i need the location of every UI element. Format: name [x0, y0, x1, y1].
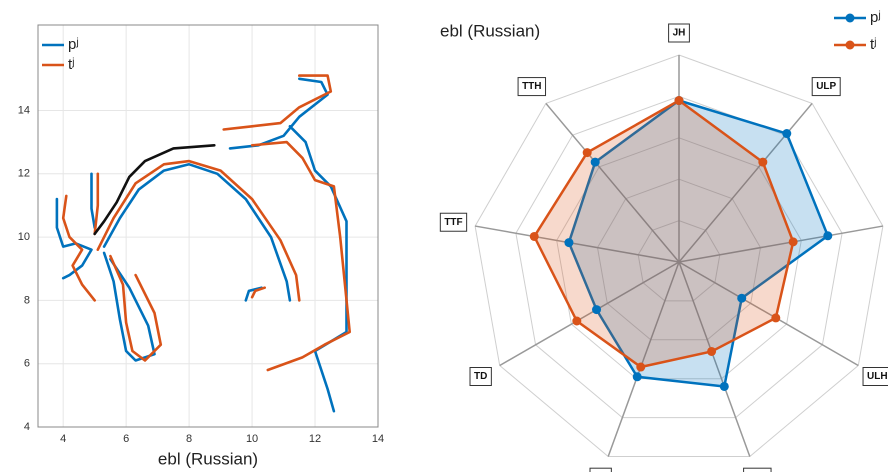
y-tick-label: 12 [18, 168, 30, 180]
series-point [737, 293, 747, 303]
y-tick-label: 14 [18, 104, 30, 116]
legend-label: tʲ [870, 36, 877, 53]
spoke [678, 261, 859, 367]
spoke [607, 261, 680, 457]
label-frame [517, 77, 547, 97]
axis-label: TTF [444, 217, 462, 228]
series-point [788, 237, 798, 247]
series-point [632, 372, 642, 382]
axis-label: ULP [816, 81, 836, 92]
spoke [678, 261, 751, 457]
series-point [674, 96, 684, 106]
series-point [719, 381, 729, 391]
x-tick-label: 4 [60, 433, 66, 445]
series-point [782, 129, 792, 139]
axis-label: JH [673, 28, 686, 39]
series-point [529, 231, 539, 241]
y-tick-label: 6 [24, 358, 30, 370]
legend-label: tʲ [68, 56, 75, 73]
axis-label: TTH [522, 81, 541, 92]
x-tick-label: 12 [309, 433, 321, 445]
label-frame [439, 212, 468, 232]
grid-ring [515, 95, 843, 419]
spoke [678, 102, 813, 263]
series-point [582, 148, 592, 158]
legend-marker [845, 40, 855, 50]
spoke [545, 102, 680, 263]
axis-label-box: LLH [743, 467, 772, 472]
series-area [567, 99, 830, 388]
spoke [475, 225, 680, 263]
label-frame [862, 367, 888, 386]
spoke [678, 225, 883, 263]
axis-label-box: TTF [439, 212, 468, 232]
x-tick-label: 8 [186, 433, 192, 445]
axis-label-box: TB [589, 467, 612, 472]
y-tick-label: 10 [18, 231, 30, 243]
series-point [707, 346, 717, 356]
series-point [572, 316, 582, 326]
y-tick-label: 8 [24, 294, 30, 306]
x-tick-label: 14 [372, 433, 384, 445]
label-frame [469, 367, 492, 386]
x-tick-label: 6 [123, 433, 129, 445]
label-frame [743, 467, 772, 472]
axis-label-box: TD [469, 367, 492, 386]
series-area [532, 99, 795, 369]
series-point [590, 157, 600, 167]
plot-frame [37, 24, 379, 428]
label-frame [589, 467, 612, 472]
series-point [564, 238, 574, 248]
grid-ring [556, 137, 802, 380]
axis-label-box: ULP [811, 77, 841, 97]
axis-label-box: TTH [517, 77, 547, 97]
grid-ring [596, 178, 762, 341]
label-frame [811, 77, 841, 97]
y-tick-label: 4 [24, 421, 30, 433]
x-axis-label: ebl (Russian) [158, 449, 258, 468]
contour-line [55, 77, 348, 413]
x-tick-label: 10 [246, 433, 258, 445]
spoke [499, 261, 680, 367]
chart-title: ebl (Russian) [440, 21, 540, 40]
legend-label: pʲ [870, 9, 881, 26]
axis-label: ULH [867, 371, 888, 382]
series-point [823, 231, 833, 241]
contour-line [61, 74, 351, 372]
axis-label-box: JH [668, 23, 690, 43]
series-point [636, 362, 646, 372]
axis-label-box: ULH [862, 367, 888, 386]
legend-marker [845, 13, 855, 23]
series-point [771, 313, 781, 323]
grid-ring [637, 220, 721, 302]
grid-ring [474, 54, 884, 457]
legend-label: pʲ [68, 36, 79, 53]
series-point [592, 305, 602, 315]
series-point [758, 157, 768, 167]
contour-line [93, 144, 216, 236]
axis-label: TD [474, 371, 487, 382]
label-frame [668, 23, 690, 43]
